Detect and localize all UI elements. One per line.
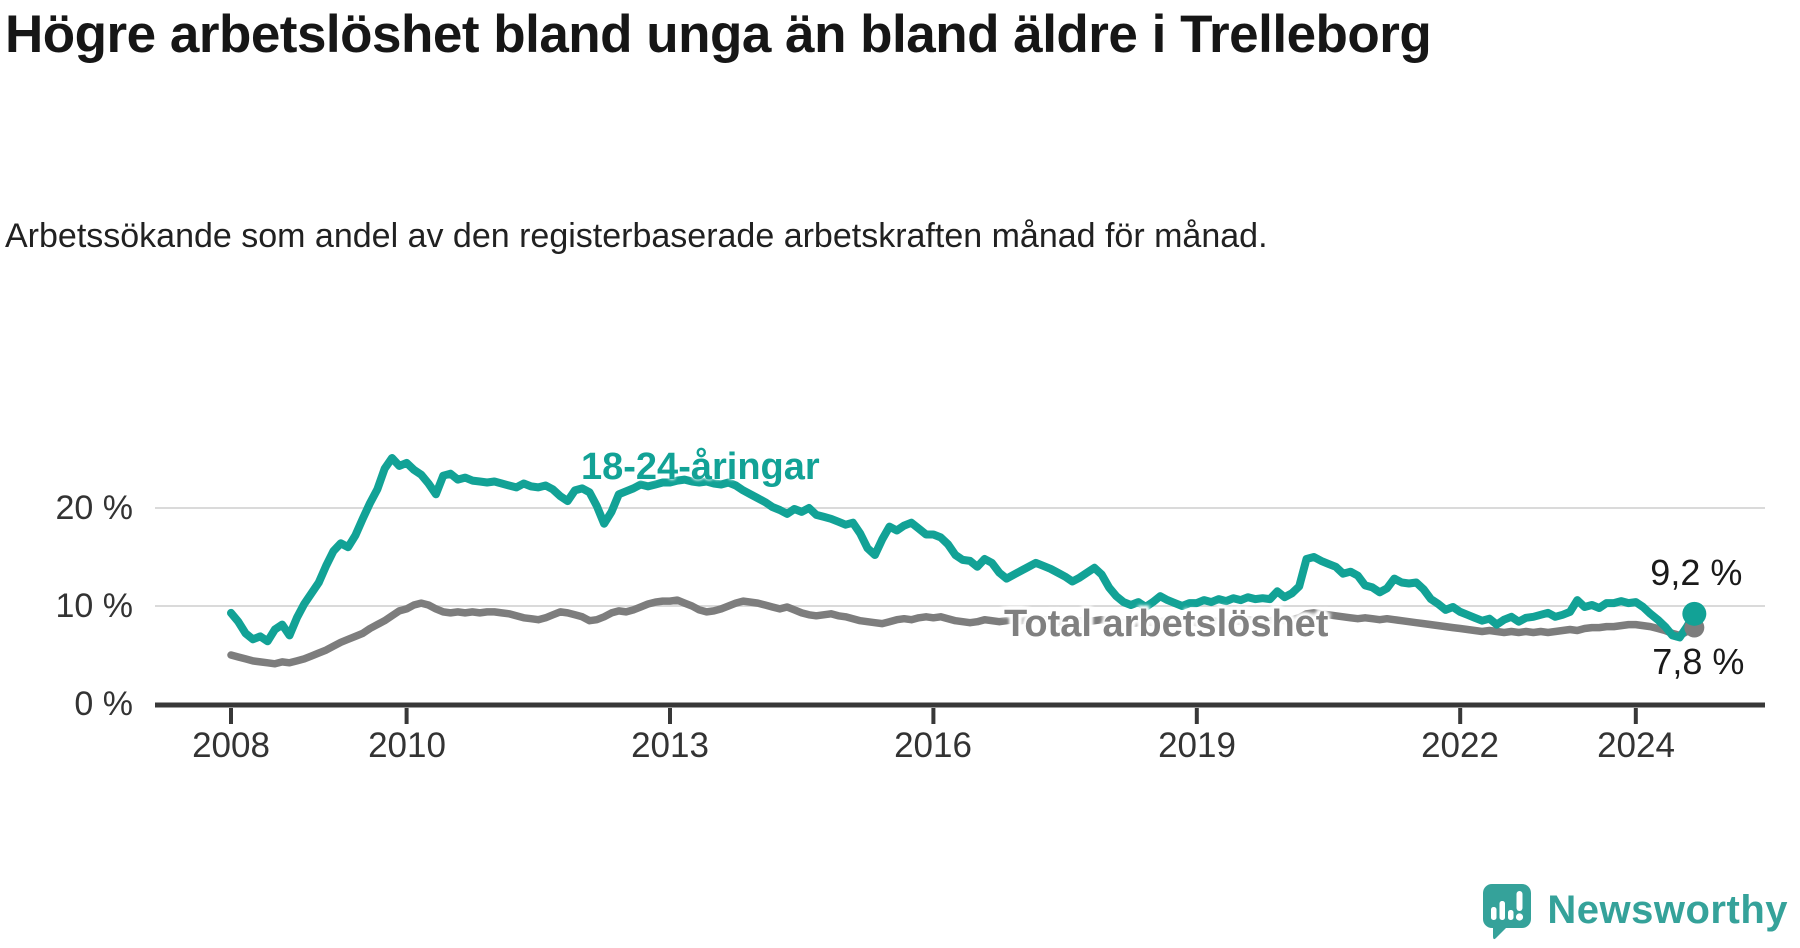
x-tick-label-2016: 2016 — [894, 726, 972, 765]
series-line-youth — [227, 454, 1699, 646]
y-tick-label-0: 0 % — [74, 685, 133, 723]
chart-speech-bubble-icon — [1483, 884, 1532, 940]
series-label-total: Total arbetslöshet — [1004, 603, 1329, 645]
x-tick-label-2024: 2024 — [1597, 726, 1675, 765]
subtitle: Arbetssökande som andel av den registerb… — [5, 217, 1268, 255]
series-line-total — [227, 596, 1699, 668]
newsworthy-branding: Newsworthy — [1481, 880, 1788, 940]
x-tick-label-2022: 2022 — [1421, 726, 1499, 765]
y-tick-label-20: 20 % — [55, 489, 134, 527]
x-tick-label-2019: 2019 — [1158, 726, 1236, 765]
x-tick-label-2008: 2008 — [192, 726, 270, 765]
end-dot-youth — [1682, 601, 1707, 626]
end-value-label-total: 7,8 % — [1652, 640, 1745, 682]
x-tick-label-2010: 2010 — [368, 726, 446, 765]
series-label-youth: 18-24-åringar — [581, 446, 820, 488]
page-title: Högre arbetslöshet bland unga än bland ä… — [5, 5, 1432, 64]
newsworthy-wordmark: Newsworthy — [1547, 887, 1788, 932]
end-value-label-youth: 9,2 % — [1650, 551, 1743, 593]
y-tick-label-10: 10 % — [55, 587, 134, 625]
x-tick-label-2013: 2013 — [631, 726, 709, 765]
